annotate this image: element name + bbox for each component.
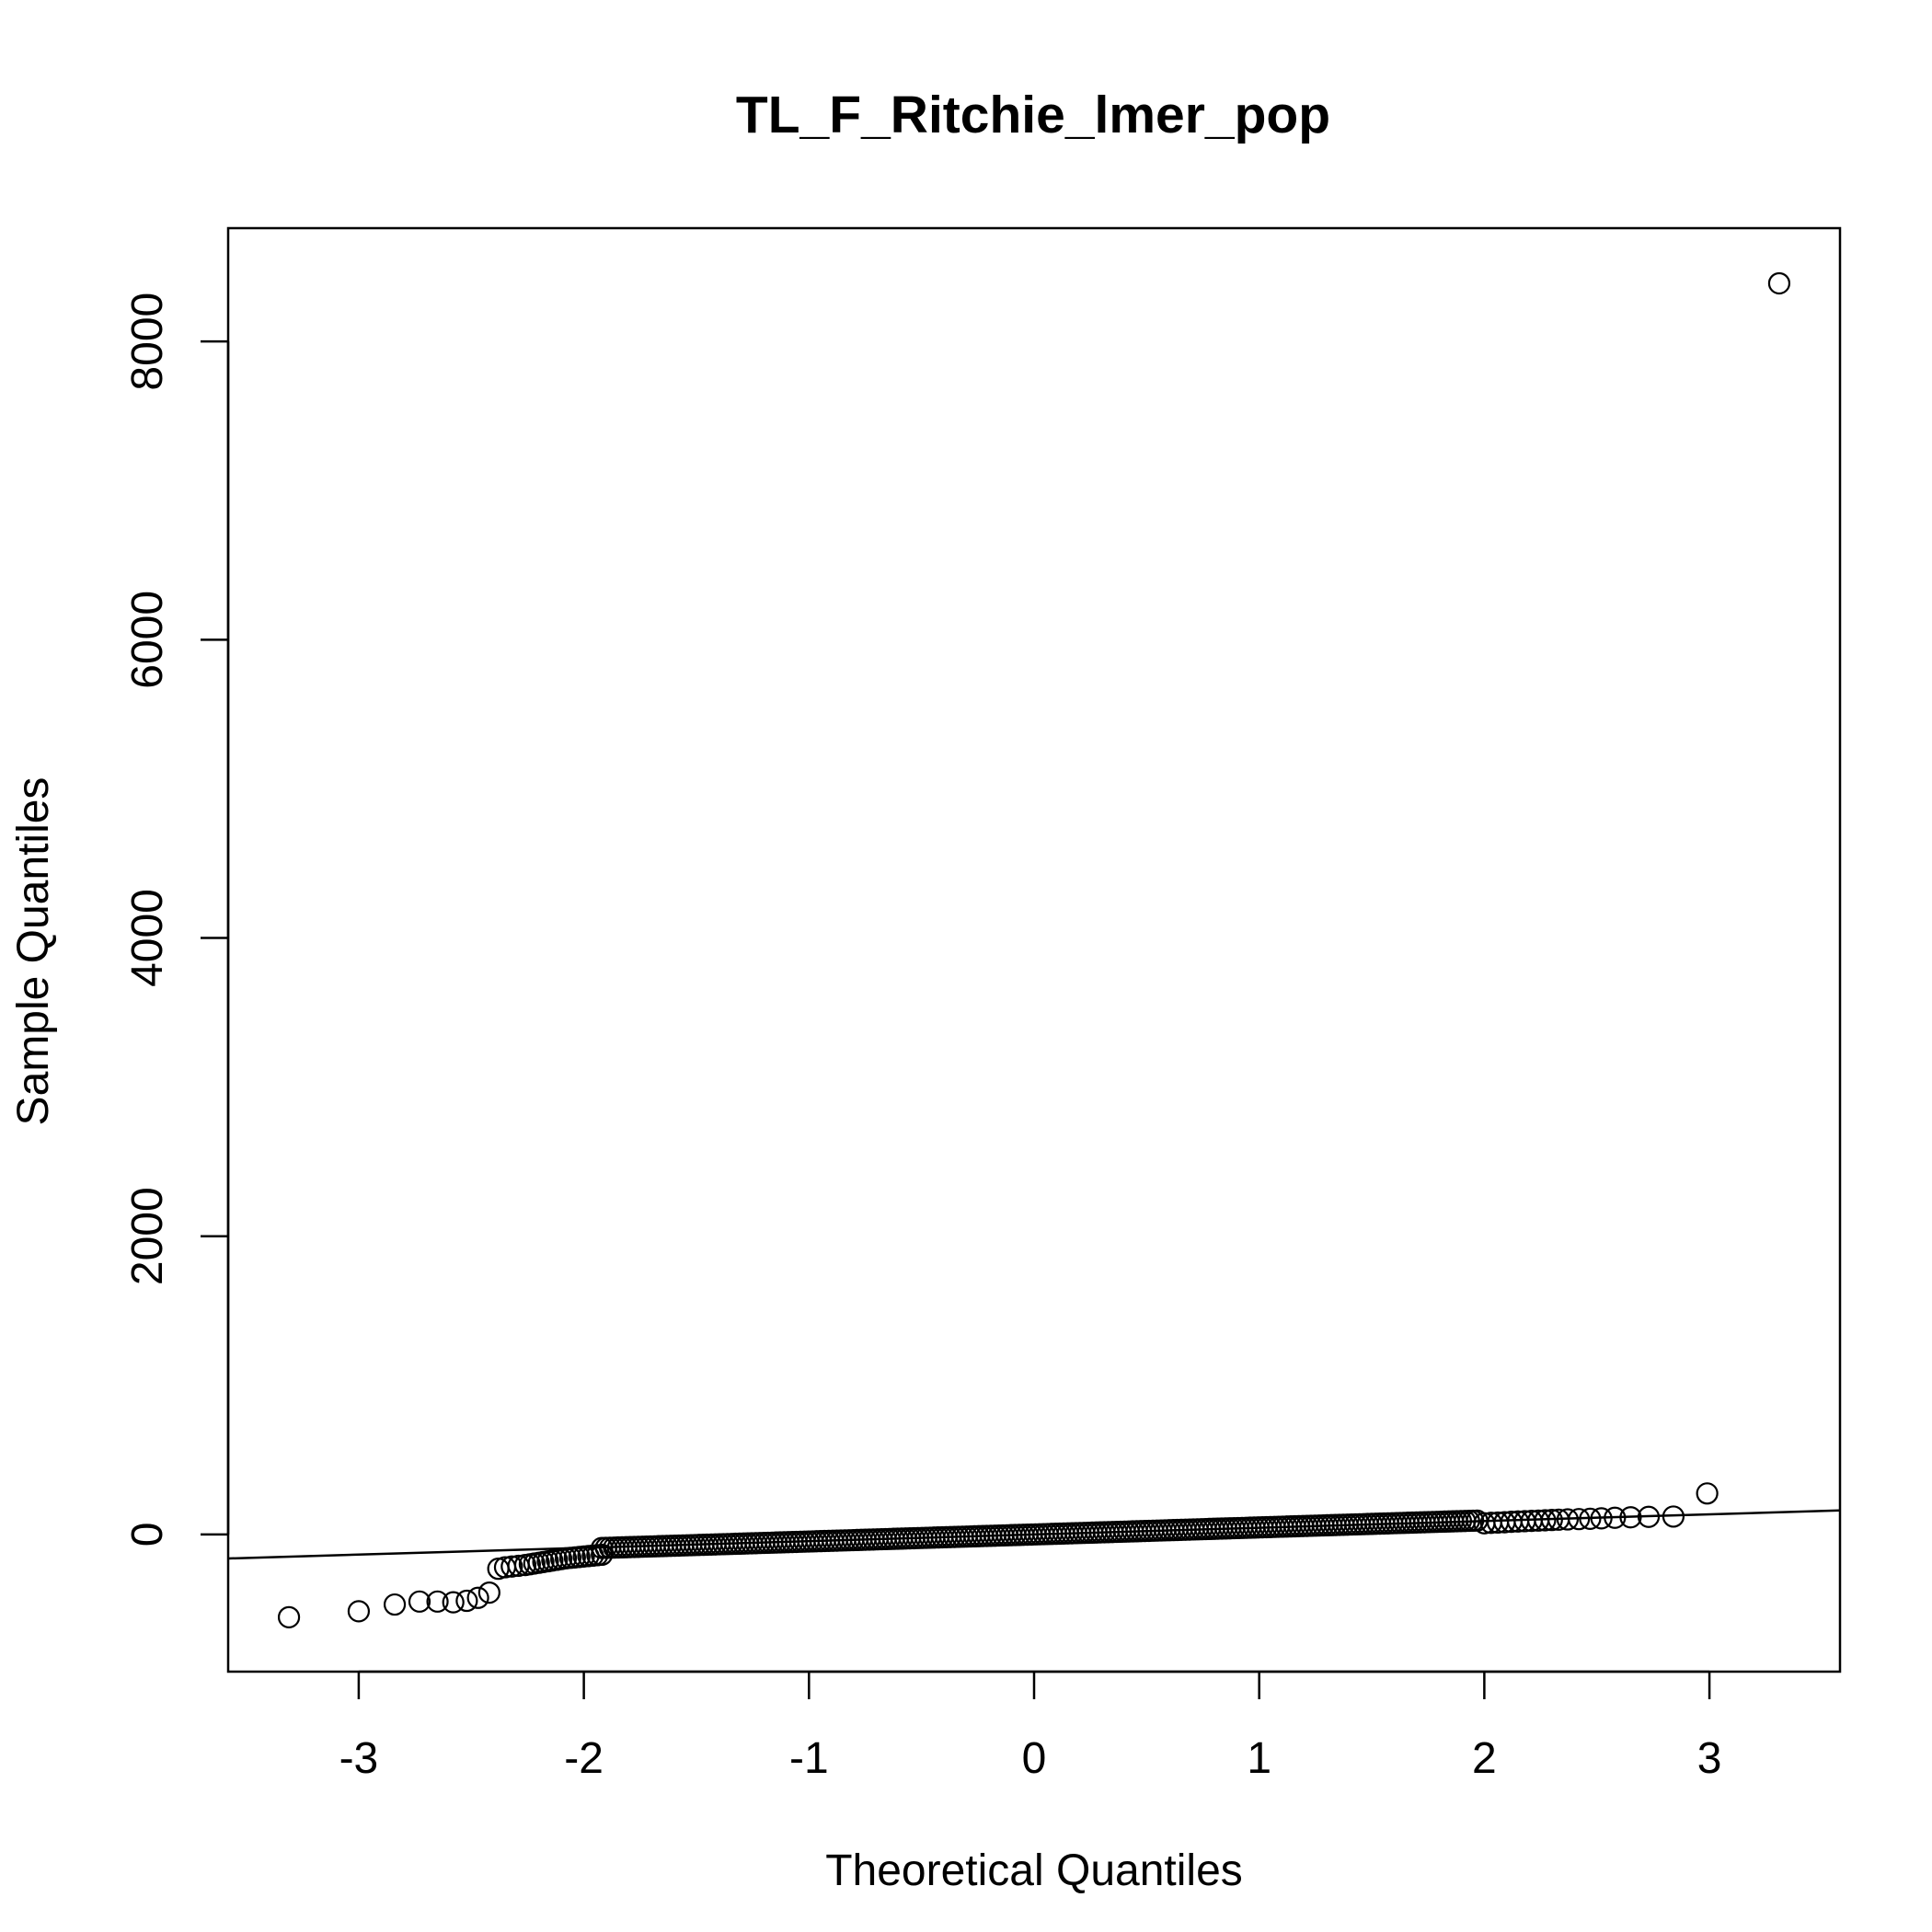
data-point [1637, 1505, 1661, 1528]
data-point [408, 1590, 431, 1613]
data-point [442, 1591, 465, 1614]
x-tick-label: -1 [789, 1734, 829, 1783]
x-tick-label: -3 [339, 1734, 379, 1783]
y-tick-label: 8000 [123, 293, 172, 391]
x-tick-label: 1 [1247, 1734, 1271, 1783]
x-tick-label: 0 [1022, 1734, 1047, 1783]
x-axis: -3 -2 -1 0 1 2 3 [339, 1670, 1722, 1783]
data-point [466, 1586, 489, 1609]
data-point [1534, 1509, 1557, 1532]
data-point [477, 1581, 500, 1604]
data-point [1590, 1507, 1613, 1530]
y-tick-label: 6000 [123, 591, 172, 689]
data-point [1696, 1482, 1719, 1505]
points-group [277, 271, 1791, 1628]
y-tick-label: 4000 [123, 889, 172, 987]
x-tick-label: -2 [564, 1734, 604, 1783]
data-point [1556, 1508, 1580, 1531]
data-point [455, 1589, 478, 1613]
y-tick-label: 0 [123, 1523, 172, 1547]
plot-frame [226, 226, 1842, 1673]
data-point [1579, 1507, 1602, 1530]
y-axis: 0 2000 4000 6000 8000 [123, 293, 230, 1547]
data-point [383, 1593, 407, 1616]
data-point [1604, 1506, 1627, 1529]
data-point [500, 1555, 523, 1578]
data-point [1466, 1509, 1489, 1532]
plot-area [227, 271, 1841, 1628]
data-point [1619, 1506, 1642, 1529]
data-point [1568, 1508, 1591, 1531]
data-point [426, 1590, 449, 1613]
y-tick-label: 2000 [123, 1187, 172, 1285]
data-point [1662, 1505, 1685, 1528]
x-tick-label: 2 [1472, 1734, 1497, 1783]
data-point [1767, 271, 1791, 295]
x-tick-label: 3 [1697, 1734, 1722, 1783]
x-axis-label: Theoretical Quantiles [825, 1846, 1243, 1895]
data-point [277, 1605, 301, 1628]
chart-title: TL_F_Ritchie_lmer_pop [736, 86, 1330, 144]
data-point [347, 1600, 371, 1623]
y-axis-label: Sample Quantiles [9, 777, 58, 1126]
data-point [1540, 1509, 1563, 1532]
